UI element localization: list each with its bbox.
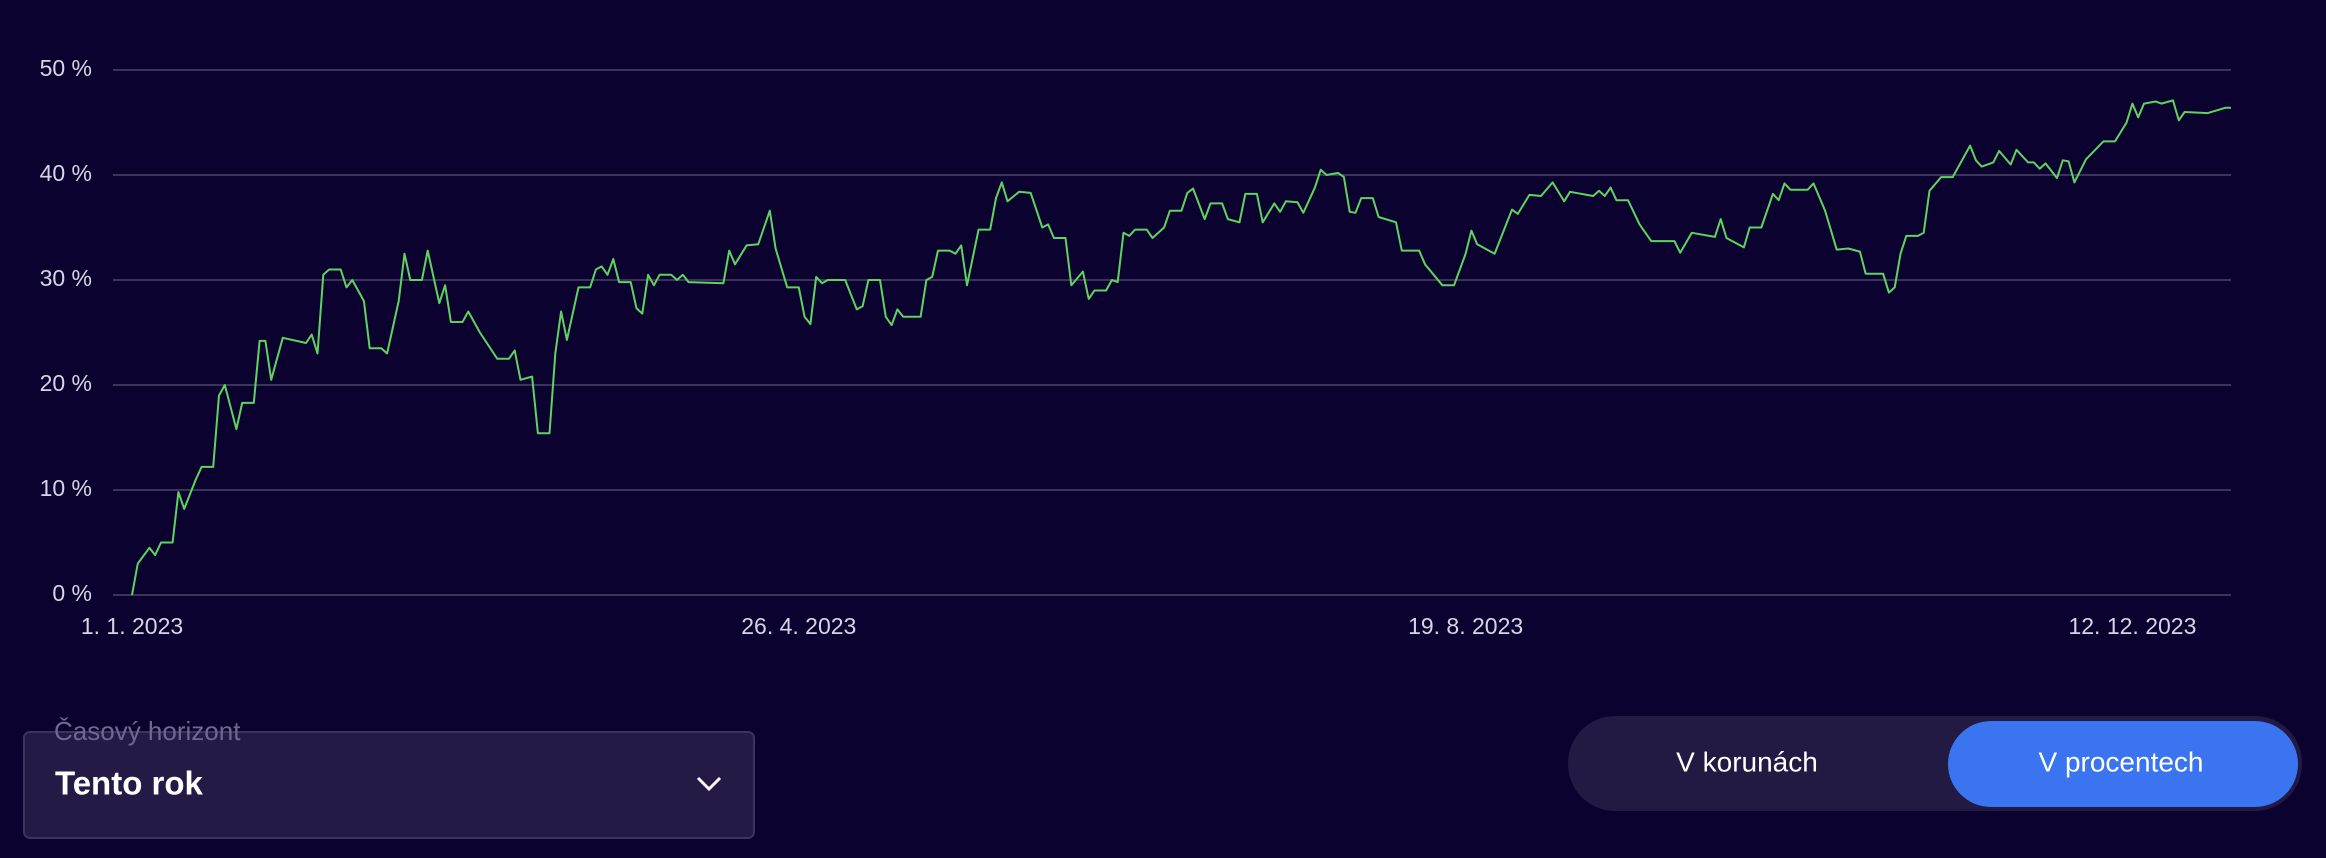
chevron-icon bbox=[696, 776, 722, 792]
data-line bbox=[131, 99, 2231, 596]
y-tick-label: 10 % bbox=[40, 475, 92, 501]
y-tick-label: 50 % bbox=[40, 55, 92, 81]
y-tick-label: 40 % bbox=[40, 160, 92, 186]
select-box[interactable] bbox=[23, 731, 755, 839]
x-tick-label: 1. 1. 2023 bbox=[81, 613, 183, 639]
y-tick-label: 0 % bbox=[52, 580, 92, 606]
period-select[interactable]: Časový horizont Tento rok bbox=[23, 716, 755, 839]
y-tick-label: 30 % bbox=[40, 265, 92, 291]
toggle-option[interactable]: V procentech bbox=[2039, 746, 2204, 777]
x-tick-label: 19. 8. 2023 bbox=[1408, 613, 1523, 639]
x-tick-label: 12. 12. 2023 bbox=[2068, 613, 2196, 639]
y-tick-label: 20 % bbox=[40, 370, 92, 396]
toggle-active[interactable] bbox=[1948, 721, 2298, 807]
select-label: Časový horizont bbox=[54, 716, 241, 746]
select-value: Tento rok bbox=[55, 765, 204, 802]
x-tick-label: 26. 4. 2023 bbox=[741, 613, 856, 639]
toggle-option[interactable]: V korunách bbox=[1676, 746, 1818, 777]
